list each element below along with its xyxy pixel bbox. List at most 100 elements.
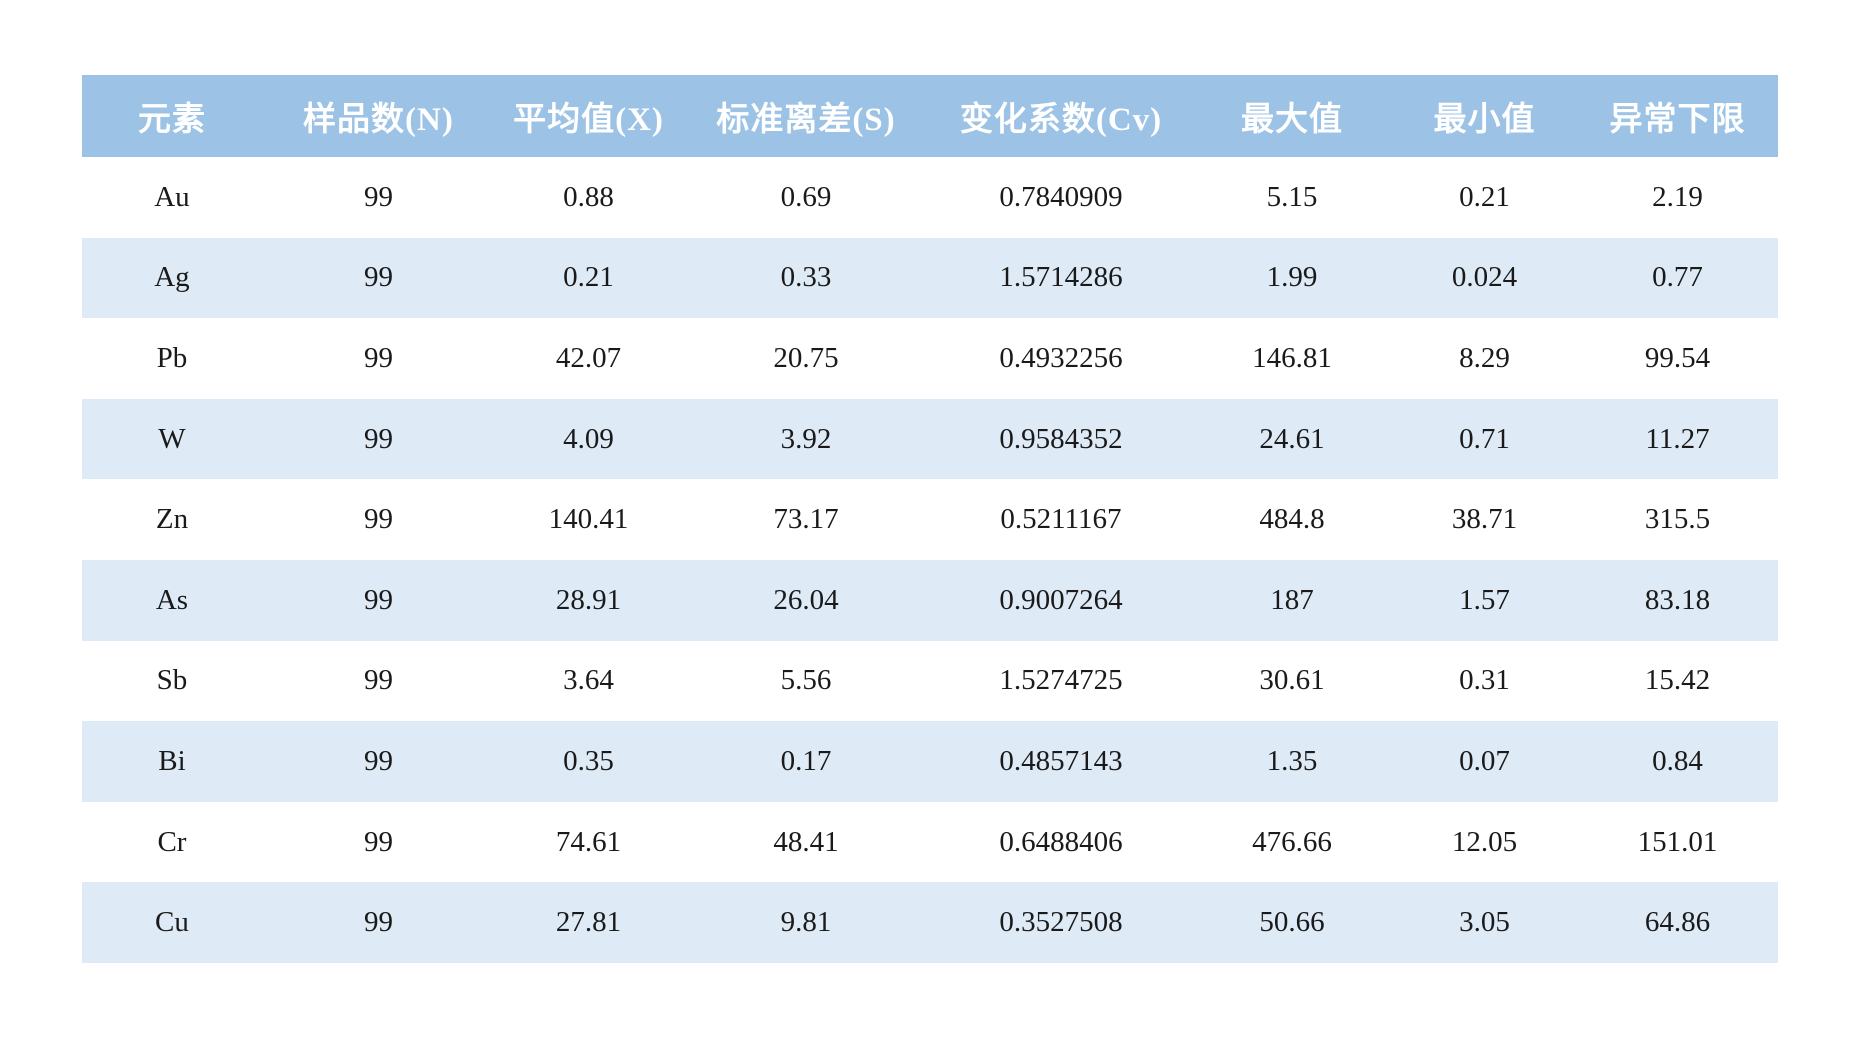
cell-sample-count: 99 (261, 237, 495, 319)
cell-max-value: 24.61 (1192, 398, 1392, 480)
cell-sample-count: 99 (261, 640, 495, 722)
cell-min-value: 0.31 (1391, 640, 1577, 722)
cell-std-deviation: 0.33 (682, 237, 930, 319)
cell-mean: 28.91 (494, 559, 683, 641)
cell-min-value: 0.21 (1391, 157, 1577, 238)
cell-std-deviation: 9.81 (682, 882, 930, 963)
column-header-max-value: 最大值 (1192, 75, 1392, 157)
header-row: 元素 样品数(N) 平均值(X) 标准离差(S) 变化系数(Cv) 最大值 最小… (82, 75, 1778, 157)
cell-min-value: 0.024 (1391, 237, 1577, 319)
cell-variation-coefficient: 0.3527508 (929, 882, 1192, 963)
cell-element: Sb (82, 640, 262, 722)
cell-element: As (82, 559, 262, 641)
table-row-ag: Ag 99 0.21 0.33 1.5714286 1.99 0.024 0.7… (82, 237, 1778, 319)
cell-std-deviation: 73.17 (682, 479, 930, 560)
cell-min-value: 38.71 (1391, 479, 1577, 560)
table-row-pb: Pb 99 42.07 20.75 0.4932256 146.81 8.29 … (82, 318, 1778, 399)
cell-mean: 27.81 (494, 882, 683, 963)
cell-max-value: 484.8 (1192, 479, 1392, 560)
cell-min-value: 1.57 (1391, 559, 1577, 641)
cell-sample-count: 99 (261, 479, 495, 560)
cell-min-value: 12.05 (1391, 801, 1577, 883)
cell-sample-count: 99 (261, 318, 495, 399)
cell-variation-coefficient: 0.7840909 (929, 157, 1192, 238)
cell-max-value: 146.81 (1192, 318, 1392, 399)
cell-mean: 74.61 (494, 801, 683, 883)
cell-sample-count: 99 (261, 398, 495, 480)
cell-anomaly-lower-limit: 15.42 (1576, 640, 1778, 722)
cell-max-value: 1.35 (1192, 721, 1392, 802)
column-header-anomaly-lower-limit: 异常下限 (1576, 75, 1778, 157)
cell-sample-count: 99 (261, 721, 495, 802)
cell-variation-coefficient: 0.9007264 (929, 559, 1192, 641)
column-header-variation-coefficient: 变化系数(Cv) (929, 75, 1192, 157)
cell-variation-coefficient: 0.6488406 (929, 801, 1192, 883)
cell-std-deviation: 5.56 (682, 640, 930, 722)
cell-anomaly-lower-limit: 0.84 (1576, 721, 1778, 802)
cell-mean: 3.64 (494, 640, 683, 722)
cell-max-value: 30.61 (1192, 640, 1392, 722)
cell-max-value: 476.66 (1192, 801, 1392, 883)
cell-element: Cr (82, 801, 262, 883)
table-row-as: As 99 28.91 26.04 0.9007264 187 1.57 83.… (82, 559, 1778, 641)
cell-element: Pb (82, 318, 262, 399)
cell-max-value: 1.99 (1192, 237, 1392, 319)
cell-variation-coefficient: 1.5274725 (929, 640, 1192, 722)
cell-element: W (82, 398, 262, 480)
cell-max-value: 50.66 (1192, 882, 1392, 963)
cell-anomaly-lower-limit: 11.27 (1576, 398, 1778, 480)
table-row-cu: Cu 99 27.81 9.81 0.3527508 50.66 3.05 64… (82, 882, 1778, 963)
cell-max-value: 5.15 (1192, 157, 1392, 238)
cell-variation-coefficient: 0.5211167 (929, 479, 1192, 560)
cell-std-deviation: 20.75 (682, 318, 930, 399)
cell-anomaly-lower-limit: 83.18 (1576, 559, 1778, 641)
cell-max-value: 187 (1192, 559, 1392, 641)
table-row-au: Au 99 0.88 0.69 0.7840909 5.15 0.21 2.19 (82, 157, 1778, 238)
cell-sample-count: 99 (261, 882, 495, 963)
cell-variation-coefficient: 0.4857143 (929, 721, 1192, 802)
column-header-std-deviation: 标准离差(S) (682, 75, 930, 157)
cell-anomaly-lower-limit: 2.19 (1576, 157, 1778, 238)
cell-variation-coefficient: 1.5714286 (929, 237, 1192, 319)
cell-min-value: 3.05 (1391, 882, 1577, 963)
cell-min-value: 8.29 (1391, 318, 1577, 399)
column-header-mean: 平均值(X) (494, 75, 683, 157)
cell-min-value: 0.07 (1391, 721, 1577, 802)
column-header-element: 元素 (82, 75, 262, 157)
cell-std-deviation: 0.69 (682, 157, 930, 238)
cell-mean: 140.41 (494, 479, 683, 560)
column-header-sample-count: 样品数(N) (261, 75, 495, 157)
table-row-cr: Cr 99 74.61 48.41 0.6488406 476.66 12.05… (82, 801, 1778, 883)
statistics-table: 元素 样品数(N) 平均值(X) 标准离差(S) 变化系数(Cv) 最大值 最小… (82, 75, 1778, 963)
cell-min-value: 0.71 (1391, 398, 1577, 480)
cell-anomaly-lower-limit: 99.54 (1576, 318, 1778, 399)
cell-element: Zn (82, 479, 262, 560)
cell-anomaly-lower-limit: 0.77 (1576, 237, 1778, 319)
cell-std-deviation: 26.04 (682, 559, 930, 641)
cell-sample-count: 99 (261, 559, 495, 641)
table-row-sb: Sb 99 3.64 5.56 1.5274725 30.61 0.31 15.… (82, 640, 1778, 722)
cell-mean: 42.07 (494, 318, 683, 399)
cell-std-deviation: 3.92 (682, 398, 930, 480)
table-row-bi: Bi 99 0.35 0.17 0.4857143 1.35 0.07 0.84 (82, 721, 1778, 802)
cell-anomaly-lower-limit: 64.86 (1576, 882, 1778, 963)
cell-element: Ag (82, 237, 262, 319)
cell-sample-count: 99 (261, 157, 495, 238)
cell-std-deviation: 0.17 (682, 721, 930, 802)
cell-mean: 0.35 (494, 721, 683, 802)
cell-mean: 0.88 (494, 157, 683, 238)
cell-anomaly-lower-limit: 315.5 (1576, 479, 1778, 560)
cell-sample-count: 99 (261, 801, 495, 883)
cell-mean: 4.09 (494, 398, 683, 480)
cell-element: Cu (82, 882, 262, 963)
column-header-min-value: 最小值 (1391, 75, 1577, 157)
cell-element: Bi (82, 721, 262, 802)
table-row-w: W 99 4.09 3.92 0.9584352 24.61 0.71 11.2… (82, 398, 1778, 480)
cell-element: Au (82, 157, 262, 238)
cell-anomaly-lower-limit: 151.01 (1576, 801, 1778, 883)
cell-std-deviation: 48.41 (682, 801, 930, 883)
cell-variation-coefficient: 0.9584352 (929, 398, 1192, 480)
cell-variation-coefficient: 0.4932256 (929, 318, 1192, 399)
cell-mean: 0.21 (494, 237, 683, 319)
